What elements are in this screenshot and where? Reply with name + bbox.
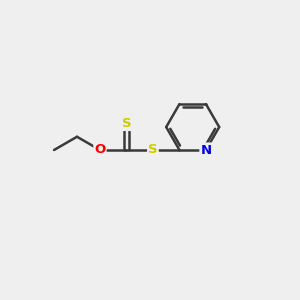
Text: O: O xyxy=(94,143,106,157)
Text: S: S xyxy=(148,143,158,157)
Text: S: S xyxy=(122,117,131,130)
Text: N: N xyxy=(200,143,211,157)
